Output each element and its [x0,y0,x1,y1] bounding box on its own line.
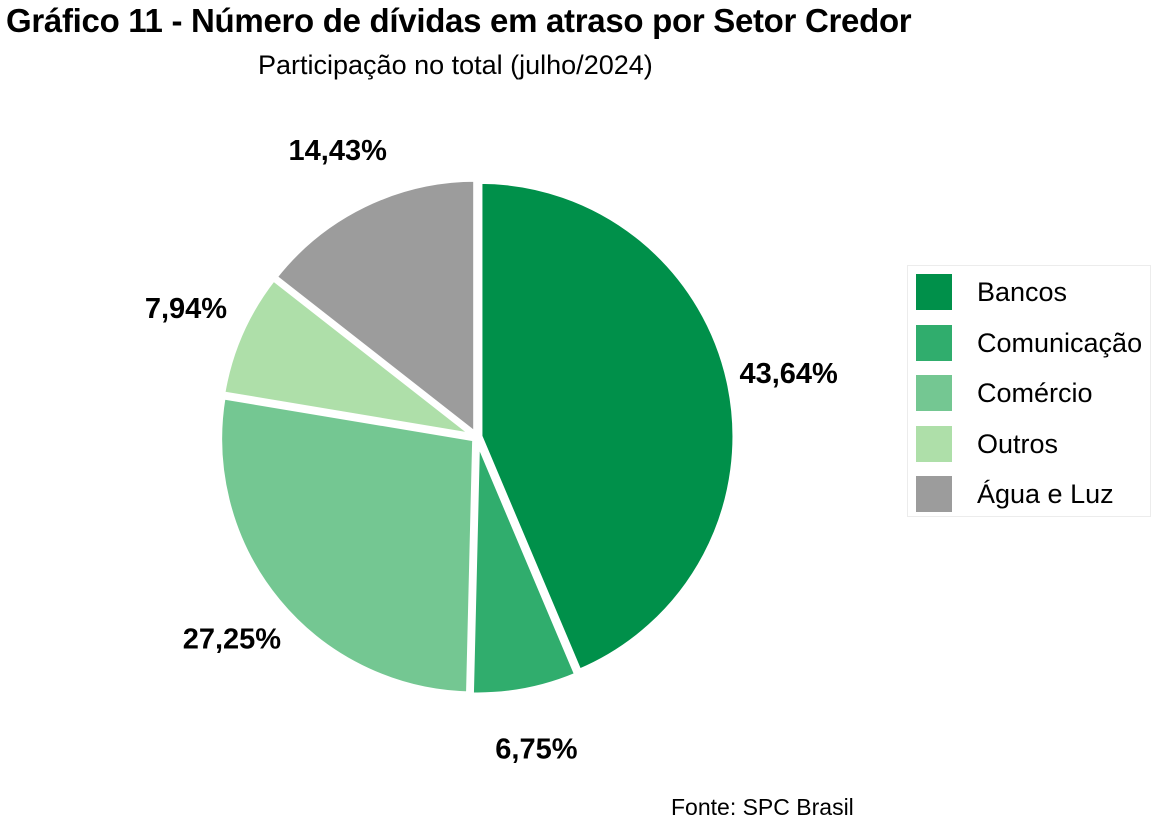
legend-label: Comércio [977,378,1093,408]
chart-legend: Bancos Comunicação Comércio Outros Água e Lu… [907,265,1151,517]
pie-slices [217,176,738,698]
legend-item-agua-e-luz: Água e Luz [916,473,1152,513]
pie-value-label-comercio: 27,25% [183,624,282,656]
pie-slice-comunicacao [468,437,580,698]
legend-label: Bancos [977,277,1068,307]
legend-swatch [916,425,952,462]
pie-value-label-outros: 7,94% [145,293,227,325]
pie-slice-agua-e-luz [272,176,479,437]
chart-title: Gráfico 11 - Número de dívidas em atraso… [6,2,912,39]
legend-swatch [916,476,952,512]
pie-value-label-bancos: 43,64% [739,358,838,390]
legend-swatch [916,324,952,361]
legend-swatch [916,375,952,411]
legend-swatch [916,274,952,310]
legend-item-comunicacao: Comunicação [916,322,1152,362]
legend-label: Outros [977,428,1059,459]
pie-value-label-agua-e-luz: 14,43% [289,135,388,167]
chart-source: Fonte: SPC Brasil [671,794,854,820]
legend-item-outros: Outros [916,423,1152,463]
pie-slice-comercio [217,394,478,697]
legend-item-comercio: Comércio [916,372,1152,412]
legend-item-bancos: Bancos [916,271,1152,311]
legend-label: Comunicação [977,327,1143,358]
pie-slice-outros [220,276,477,439]
legend-label: Água e Luz [977,479,1114,509]
pie-value-labels: 43,64% 6,75% 27,25% 7,94% 14,43% [145,135,838,765]
chart-subtitle: Participação no total (julho/2024) [258,50,653,80]
pie-value-label-comunicacao: 6,75% [495,733,577,765]
pie-slice-bancos [477,178,738,674]
